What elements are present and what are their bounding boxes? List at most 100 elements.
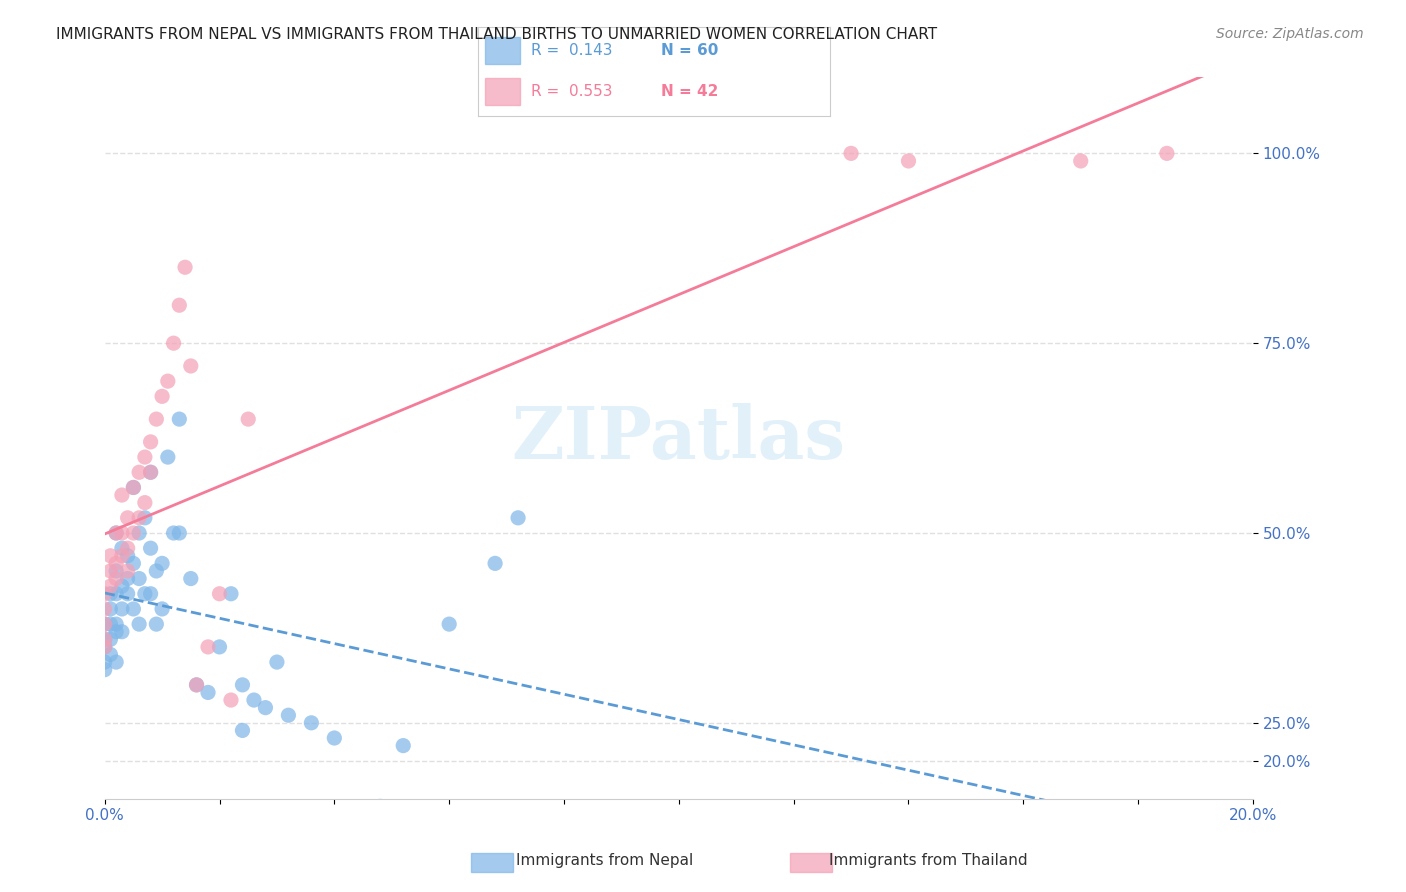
Immigrants from Nepal [93,632,115,647]
Immigrants from Nepal [266,655,288,669]
Immigrants from Nepal [437,617,460,632]
Immigrants from Nepal [197,685,219,699]
Immigrants from Thailand [156,374,179,388]
Immigrants from Nepal [100,648,122,662]
Immigrants from Thailand [134,450,156,464]
Immigrants from Nepal [128,526,150,541]
Immigrants from Nepal [100,632,122,647]
Immigrants from Nepal [111,541,134,556]
Immigrants from Nepal [134,587,156,601]
Immigrants from Thailand [186,678,208,692]
Immigrants from Nepal [105,624,128,639]
Immigrants from Thailand [93,632,115,647]
Immigrants from Thailand [93,640,115,654]
Immigrants from Thailand [145,412,167,426]
Immigrants from Thailand [180,359,202,373]
Immigrants from Thailand [839,146,862,161]
Immigrants from Nepal [134,511,156,525]
Immigrants from Nepal [105,526,128,541]
Immigrants from Nepal [111,602,134,616]
Immigrants from Nepal [254,700,277,714]
Immigrants from Thailand [169,298,191,312]
Immigrants from Thailand [111,549,134,563]
Immigrants from Nepal [117,549,139,563]
Immigrants from Nepal [392,739,415,753]
Immigrants from Nepal [180,572,202,586]
Immigrants from Nepal [117,572,139,586]
Immigrants from Thailand [128,465,150,479]
FancyBboxPatch shape [485,78,520,105]
Immigrants from Thailand [111,488,134,502]
Immigrants from Nepal [368,799,391,814]
Immigrants from Nepal [145,564,167,578]
FancyBboxPatch shape [485,37,520,64]
Immigrants from Nepal [506,511,529,525]
Immigrants from Thailand [1156,146,1178,161]
Immigrants from Nepal [277,708,299,723]
Immigrants from Nepal [139,587,162,601]
Immigrants from Thailand [897,153,920,168]
Immigrants from Thailand [117,564,139,578]
Immigrants from Thailand [93,617,115,632]
Text: R =  0.553: R = 0.553 [531,85,612,99]
Immigrants from Nepal [139,541,162,556]
Immigrants from Thailand [117,541,139,556]
Immigrants from Nepal [122,602,145,616]
Immigrants from Nepal [169,412,191,426]
Immigrants from Nepal [231,678,253,692]
Immigrants from Thailand [150,389,173,403]
Text: Immigrants from Thailand: Immigrants from Thailand [828,854,1028,868]
Immigrants from Nepal [156,450,179,464]
Immigrants from Nepal [100,617,122,632]
Immigrants from Thailand [100,564,122,578]
Immigrants from Nepal [111,624,134,639]
Immigrants from Nepal [100,602,122,616]
Immigrants from Nepal [162,526,184,541]
Immigrants from Nepal [100,587,122,601]
Immigrants from Nepal [105,617,128,632]
Immigrants from Nepal [122,557,145,571]
Immigrants from Thailand [128,511,150,525]
Text: R =  0.143: R = 0.143 [531,44,612,58]
Text: Source: ZipAtlas.com: Source: ZipAtlas.com [1216,27,1364,41]
Immigrants from Nepal [93,640,115,654]
Immigrants from Thailand [105,557,128,571]
Immigrants from Nepal [243,693,266,707]
Immigrants from Thailand [139,434,162,449]
Immigrants from Thailand [100,579,122,593]
Immigrants from Nepal [484,557,506,571]
Immigrants from Nepal [105,564,128,578]
Immigrants from Nepal [150,557,173,571]
Immigrants from Thailand [111,526,134,541]
Immigrants from Nepal [323,731,346,745]
Immigrants from Thailand [93,602,115,616]
Immigrants from Nepal [219,587,242,601]
Immigrants from Thailand [208,587,231,601]
Immigrants from Nepal [128,572,150,586]
Immigrants from Nepal [93,617,115,632]
Immigrants from Nepal [169,526,191,541]
Immigrants from Nepal [105,587,128,601]
Text: Immigrants from Nepal: Immigrants from Nepal [516,854,693,868]
Immigrants from Thailand [238,412,260,426]
Immigrants from Nepal [93,663,115,677]
Immigrants from Thailand [93,587,115,601]
Immigrants from Thailand [105,572,128,586]
Immigrants from Thailand [174,260,197,275]
Immigrants from Thailand [1070,153,1092,168]
Immigrants from Nepal [122,480,145,494]
Immigrants from Thailand [134,495,156,509]
Immigrants from Nepal [145,617,167,632]
Immigrants from Nepal [111,579,134,593]
Immigrants from Nepal [231,723,253,738]
Immigrants from Nepal [208,640,231,654]
Immigrants from Thailand [122,480,145,494]
Text: ZIPatlas: ZIPatlas [512,402,846,474]
Immigrants from Thailand [122,526,145,541]
Text: N = 60: N = 60 [661,44,718,58]
Immigrants from Thailand [105,526,128,541]
Immigrants from Nepal [139,465,162,479]
Immigrants from Thailand [139,465,162,479]
Immigrants from Nepal [117,587,139,601]
Immigrants from Thailand [197,640,219,654]
